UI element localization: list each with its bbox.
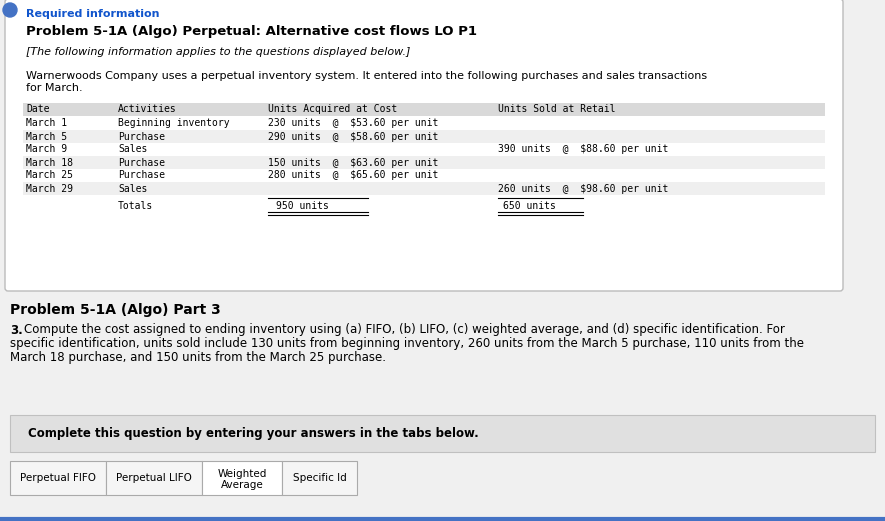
Text: March 25: March 25 [26, 170, 73, 180]
Bar [23, 130, 825, 143]
Text: Problem 5-1A (Algo) Perpetual: Alternative cost flows LO P1: Problem 5-1A (Algo) Perpetual: Alternati… [26, 26, 477, 39]
Bar [202, 461, 282, 495]
Text: March 5: March 5 [26, 131, 67, 142]
Text: Weighted: Weighted [218, 469, 266, 479]
Text: 650 units: 650 units [503, 201, 556, 211]
Bar [23, 156, 825, 169]
Text: Required information: Required information [26, 9, 159, 19]
Text: Specific Id: Specific Id [293, 473, 346, 483]
Bar [23, 143, 825, 156]
Bar [10, 461, 106, 495]
Bar [23, 103, 825, 116]
Text: 150 units  @  $63.60 per unit: 150 units @ $63.60 per unit [268, 157, 438, 167]
Text: Perpetual FIFO: Perpetual FIFO [20, 473, 96, 483]
Text: for March.: for March. [26, 83, 82, 93]
Text: March 18 purchase, and 150 units from the March 25 purchase.: March 18 purchase, and 150 units from th… [10, 352, 386, 365]
Text: 950 units: 950 units [276, 201, 329, 211]
Bar [23, 117, 825, 130]
Circle shape [3, 3, 17, 17]
Bar [282, 461, 357, 495]
Text: Perpetual LIFO: Perpetual LIFO [116, 473, 192, 483]
Text: Sales: Sales [118, 144, 148, 155]
Text: [The following information applies to the questions displayed below.]: [The following information applies to th… [26, 47, 411, 57]
Text: Problem 5-1A (Algo) Part 3: Problem 5-1A (Algo) Part 3 [10, 303, 220, 317]
Text: 280 units  @  $65.60 per unit: 280 units @ $65.60 per unit [268, 170, 438, 180]
Text: 230 units  @  $53.60 per unit: 230 units @ $53.60 per unit [268, 118, 438, 129]
Bar [23, 182, 825, 195]
Text: Warnerwoods Company uses a perpetual inventory system. It entered into the follo: Warnerwoods Company uses a perpetual inv… [26, 71, 707, 81]
Text: Activities: Activities [118, 105, 177, 115]
Text: 390 units  @  $88.60 per unit: 390 units @ $88.60 per unit [498, 144, 668, 155]
Bar [10, 415, 875, 452]
Text: 290 units  @  $58.60 per unit: 290 units @ $58.60 per unit [268, 131, 438, 142]
Text: 260 units  @  $98.60 per unit: 260 units @ $98.60 per unit [498, 183, 668, 193]
Text: Units Sold at Retail: Units Sold at Retail [498, 105, 615, 115]
Text: Totals: Totals [118, 201, 153, 211]
Text: Purchase: Purchase [118, 131, 165, 142]
Text: Complete this question by entering your answers in the tabs below.: Complete this question by entering your … [28, 427, 479, 440]
Text: March 9: March 9 [26, 144, 67, 155]
Text: March 18: March 18 [26, 157, 73, 167]
Bar [23, 169, 825, 182]
FancyBboxPatch shape [5, 0, 843, 291]
Text: Beginning inventory: Beginning inventory [118, 118, 229, 129]
Text: Purchase: Purchase [118, 170, 165, 180]
Text: Average: Average [220, 480, 264, 490]
Bar [106, 461, 202, 495]
Text: Date: Date [26, 105, 50, 115]
Text: specific identification, units sold include 130 units from beginning inventory, : specific identification, units sold incl… [10, 338, 804, 351]
Text: Units Acquired at Cost: Units Acquired at Cost [268, 105, 397, 115]
Text: 3.: 3. [10, 324, 23, 337]
Text: Compute the cost assigned to ending inventory using (a) FIFO, (b) LIFO, (c) weig: Compute the cost assigned to ending inve… [24, 324, 785, 337]
Text: Purchase: Purchase [118, 157, 165, 167]
Text: March 29: March 29 [26, 183, 73, 193]
Text: March 1: March 1 [26, 118, 67, 129]
Text: Sales: Sales [118, 183, 148, 193]
